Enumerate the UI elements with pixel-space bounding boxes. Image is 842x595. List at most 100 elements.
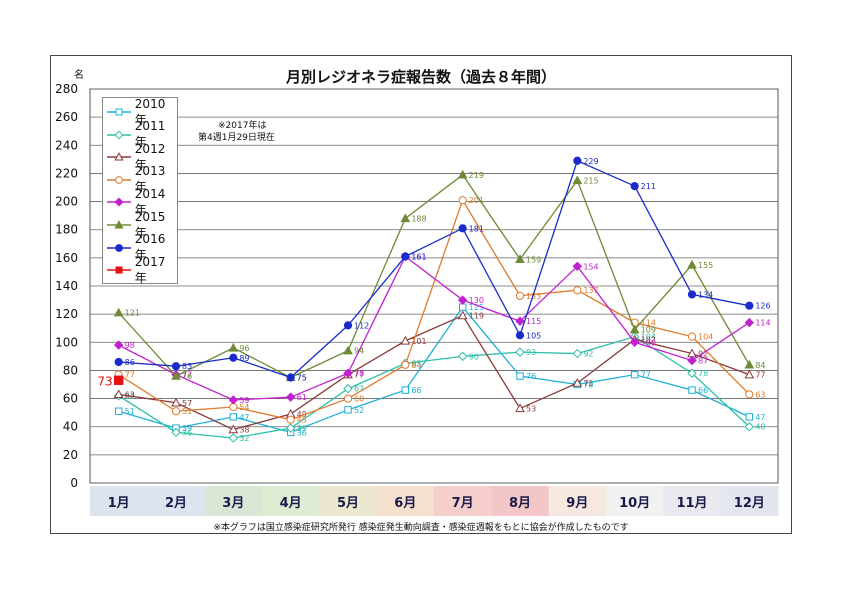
data-label: 181	[469, 224, 484, 233]
data-label: 73	[97, 374, 112, 388]
data-label: 105	[526, 331, 541, 340]
data-point	[572, 378, 583, 387]
data-label: 161	[411, 252, 426, 261]
data-label: 85	[411, 359, 421, 368]
data-point	[745, 390, 754, 399]
series-2012年: 63 57 38 49 77 101 119 53 71 102 92 77	[113, 310, 766, 435]
y-tick-label: 220	[55, 166, 78, 180]
series-2016年: 86 83 89 75 112 161 181 105 229 211 134 126	[114, 156, 771, 382]
data-point	[515, 347, 525, 357]
x-tick-label: 1月	[108, 496, 130, 511]
data-point	[113, 307, 124, 317]
data-label: 38	[239, 426, 249, 435]
x-tick-label: 8月	[509, 496, 531, 511]
data-label: 67	[354, 385, 364, 394]
y-tick-label: 260	[55, 110, 78, 124]
data-label: 90	[469, 352, 479, 361]
data-point	[687, 368, 697, 378]
y-tick-label: 180	[55, 223, 78, 237]
data-point	[573, 286, 582, 295]
data-label: 77	[182, 371, 192, 380]
x-tick-label: 11月	[676, 496, 707, 511]
data-label: 59	[239, 396, 249, 405]
data-point	[688, 386, 696, 394]
month-band	[434, 486, 492, 516]
series-2014年: 98 77 59 61 78 161 130 115 154 100 87 114	[113, 251, 771, 405]
data-label: 130	[469, 296, 484, 305]
x-tick-label: 2月	[165, 496, 187, 511]
data-point	[515, 331, 525, 340]
series-2013年: 77 51 54 45 60 84 201 133 137 114 104 63	[114, 196, 766, 425]
data-label: 51	[125, 407, 135, 416]
legend-item: 2011年	[107, 119, 177, 149]
data-point	[458, 196, 467, 205]
y-tick-label: 120	[55, 307, 78, 321]
data-point	[515, 403, 525, 413]
series-line	[118, 198, 750, 421]
y-tick-label: 100	[55, 335, 78, 349]
data-point	[286, 415, 295, 424]
data-point	[457, 310, 468, 320]
data-label: 36	[182, 428, 192, 437]
series-line	[118, 314, 750, 431]
data-point	[113, 375, 124, 385]
data-label: 126	[755, 302, 770, 311]
legend-marker	[114, 130, 124, 140]
data-point	[343, 368, 353, 378]
legend-marker	[115, 108, 123, 116]
data-point	[744, 369, 755, 379]
data-label: 89	[239, 354, 249, 363]
series-line	[118, 159, 750, 379]
x-tick-label: 7月	[452, 496, 474, 511]
y-tick-label: 80	[63, 363, 78, 377]
data-note-line-2: 第4週1月29日現在	[198, 133, 275, 143]
month-band	[376, 486, 435, 516]
data-label: 78	[354, 369, 364, 378]
data-point	[343, 345, 353, 355]
x-tick-label: 12月	[734, 496, 765, 511]
data-label: 92	[583, 350, 593, 359]
month-band	[663, 486, 722, 516]
x-tick-label: 6月	[394, 496, 416, 511]
legend-swatch	[107, 266, 131, 274]
data-point	[629, 324, 640, 334]
data-label: 98	[125, 341, 135, 350]
legend-swatch	[107, 197, 131, 207]
x-tick-label: 3月	[222, 496, 244, 511]
data-label: 75	[297, 373, 307, 382]
data-label: 53	[526, 404, 536, 413]
y-tick-label: 20	[63, 448, 78, 462]
data-label: 96	[239, 344, 249, 353]
legend-swatch	[107, 175, 131, 184]
data-label: 104	[698, 333, 713, 342]
data-label: 86	[125, 358, 135, 367]
data-point	[401, 252, 410, 261]
legend-marker	[114, 197, 124, 207]
data-label: 47	[239, 413, 249, 422]
data-point	[344, 406, 352, 414]
data-point	[516, 372, 524, 380]
data-point	[687, 259, 697, 269]
data-label: 40	[755, 423, 765, 432]
data-label: 77	[641, 371, 651, 380]
data-label: 75	[297, 373, 307, 382]
data-label: 114	[641, 319, 656, 328]
chart-legend: 2010年 2011年 2012年 2013年 2014年 2015年 2016年 2017年	[102, 97, 178, 285]
data-label: 229	[583, 157, 598, 166]
data-label: 52	[354, 406, 364, 415]
data-label: 61	[297, 393, 307, 402]
chart-title: 月別レジオネラ症報告数（過去８年間）	[285, 68, 556, 86]
data-point	[745, 301, 754, 310]
data-point	[457, 169, 468, 179]
data-label: 87	[698, 357, 708, 366]
data-label: 93	[526, 348, 536, 357]
data-point	[228, 424, 239, 434]
legend-item: 2012年	[107, 142, 177, 172]
series-line	[118, 306, 750, 434]
data-label: 49	[297, 410, 307, 419]
data-label: 32	[239, 434, 249, 443]
data-point	[171, 407, 181, 416]
data-point	[630, 181, 639, 191]
data-label: 84	[755, 361, 765, 370]
